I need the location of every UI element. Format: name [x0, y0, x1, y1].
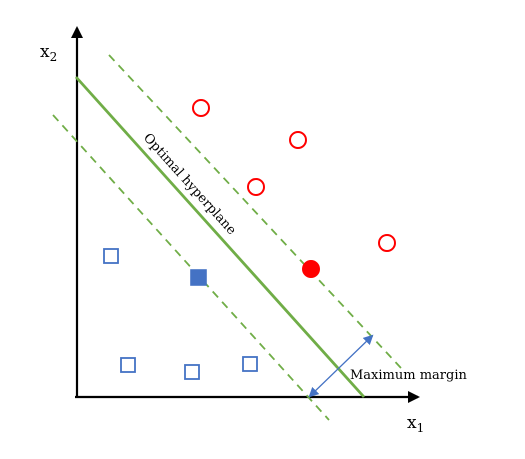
margin-label: Maximum margin: [350, 368, 467, 383]
margin-arrow: [308, 334, 374, 398]
y-axis-label-main: x: [40, 42, 50, 62]
negative-point: [242, 356, 258, 372]
lower-margin-line: [52, 114, 330, 421]
x-axis-label: x1: [407, 413, 424, 435]
negative-support-vector: [190, 269, 207, 286]
positive-support-vector: [302, 260, 320, 278]
upper-margin-line: [108, 54, 402, 369]
x-axis-label-sub: 1: [417, 421, 425, 435]
positive-point: [192, 99, 210, 117]
positive-point: [378, 234, 396, 252]
negative-point: [184, 364, 200, 380]
negative-point: [103, 248, 119, 264]
y-axis-label: x2: [40, 42, 57, 64]
x-axis-label-main: x: [407, 413, 417, 433]
optimal-hyperplane-line: [74, 76, 366, 398]
negative-point: [120, 357, 136, 373]
positive-point: [289, 131, 307, 149]
positive-point: [247, 178, 265, 196]
y-axis-label-sub: 2: [50, 50, 58, 64]
hyperplane-label: Optimal hyperplane: [140, 131, 239, 239]
